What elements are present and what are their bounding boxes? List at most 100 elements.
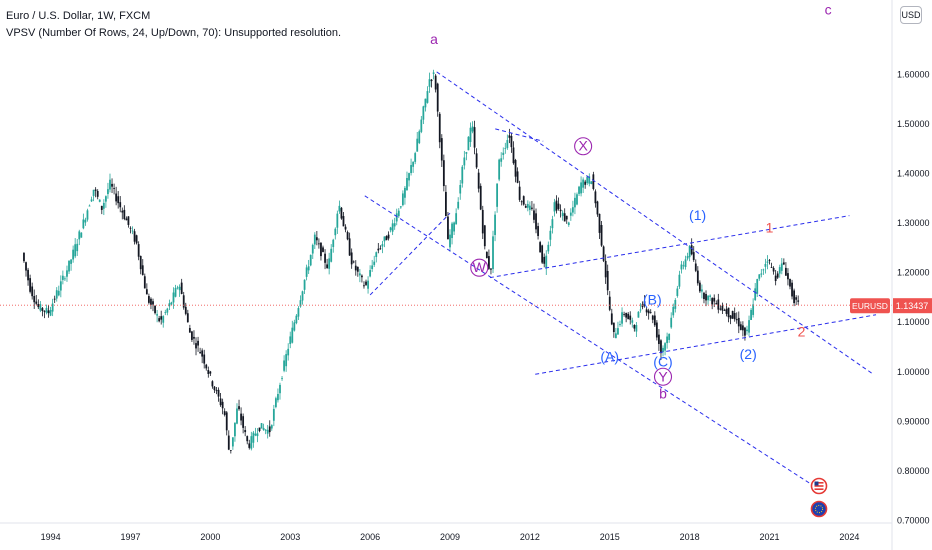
candle-body <box>690 245 693 255</box>
time-axis[interactable]: 1994 1997 2000 2003 2006 2009 2012 2015 2018 2021… <box>0 522 892 542</box>
candle-body <box>463 157 466 166</box>
candle-body <box>770 267 773 268</box>
candle-body <box>778 267 781 274</box>
trendline[interactable] <box>489 215 850 279</box>
candle-body <box>617 328 619 335</box>
wave-label[interactable]: 1 <box>766 220 774 236</box>
wave-label[interactable]: (C) <box>653 353 672 369</box>
candle-body <box>498 159 501 180</box>
candle-body <box>444 191 447 217</box>
candle-body <box>420 119 423 132</box>
candle-body <box>53 298 56 300</box>
candle-body <box>594 191 597 204</box>
candle-body <box>465 152 468 154</box>
candle-body <box>225 412 228 431</box>
price-axis[interactable]: 1.60000 1.50000 1.40000 1.30000 1.20000 1.100… <box>891 0 930 550</box>
symbol-title[interactable]: Euro / U.S. Dollar, 1W, FXCM <box>6 10 151 22</box>
candle-body <box>94 189 97 191</box>
trendline[interactable] <box>364 195 813 486</box>
wave-label[interactable]: X <box>578 138 588 154</box>
eu-flag-icon[interactable] <box>810 500 828 518</box>
candle-body <box>410 165 412 174</box>
currency-button[interactable]: USD <box>900 6 922 24</box>
candle-body <box>262 427 265 431</box>
candle-body <box>614 333 617 339</box>
candle-body <box>61 275 64 280</box>
wave-label[interactable]: b <box>659 386 667 402</box>
candle-body <box>311 244 314 254</box>
candle-body <box>731 310 734 319</box>
candle-body <box>383 236 386 242</box>
y-tick-label: 1.10000 <box>897 317 930 327</box>
candle-body <box>528 205 531 210</box>
trendline-group[interactable] <box>364 71 877 486</box>
candle-body <box>752 304 755 315</box>
candle-body <box>633 325 636 329</box>
candle-body <box>733 312 736 320</box>
candle-body <box>619 324 621 325</box>
wave-label[interactable]: Y <box>658 368 668 384</box>
trendline[interactable] <box>436 71 874 375</box>
candle-body <box>416 138 419 152</box>
trendline[interactable] <box>535 314 877 375</box>
candle-body <box>98 199 101 202</box>
candle-body <box>303 279 306 290</box>
wave-label[interactable]: W <box>473 259 487 275</box>
candle-body <box>199 352 202 354</box>
candle-body <box>365 281 367 285</box>
candle-body <box>533 210 535 220</box>
candle-body <box>174 287 177 297</box>
candle-body <box>80 232 83 238</box>
candle-body <box>215 390 218 392</box>
candle-body <box>344 226 347 230</box>
wave-label[interactable]: c <box>825 1 832 17</box>
candle-body <box>744 327 746 336</box>
wave-label[interactable]: (1) <box>689 207 706 223</box>
wave-label[interactable]: 2 <box>798 324 806 340</box>
candle-body <box>242 416 245 428</box>
candle-body <box>88 205 91 207</box>
candle-body <box>258 427 261 432</box>
candle-body <box>475 153 478 168</box>
candle-body <box>338 205 341 212</box>
candle-body <box>457 201 460 209</box>
candle-body <box>274 398 277 408</box>
wave-label[interactable]: (B) <box>643 291 662 307</box>
candle-body <box>320 242 322 257</box>
x-tick-label: 2021 <box>760 532 780 542</box>
candle-body <box>381 244 384 247</box>
wave-label[interactable]: a <box>430 31 438 47</box>
candle-body <box>539 242 542 253</box>
wave-label[interactable]: (2) <box>740 346 757 362</box>
candle-body <box>180 282 183 294</box>
candle-body <box>102 202 105 209</box>
candle-body <box>219 398 222 406</box>
us-flag-icon[interactable] <box>810 477 828 495</box>
elliott-wave-labels[interactable]: a c X W Yb (1) (2) (A) (B) (C) 1 2 <box>430 1 831 401</box>
x-tick-label: 2006 <box>360 532 380 542</box>
candle-body <box>201 350 204 357</box>
candle-body <box>750 309 752 321</box>
candle-body <box>78 231 81 240</box>
event-flags[interactable] <box>810 477 828 518</box>
candle-body <box>440 138 443 161</box>
candle-body <box>66 270 68 277</box>
candle-body <box>367 280 369 289</box>
wave-label[interactable]: (A) <box>600 348 619 364</box>
trendline[interactable] <box>369 212 451 296</box>
candle-body <box>231 437 234 447</box>
candle-body <box>162 316 165 323</box>
candle-body <box>326 264 329 268</box>
candle-body <box>29 278 32 292</box>
indicator-status[interactable]: VPSV (Number Of Rows, 24, Up/Down, 70): … <box>6 27 342 39</box>
candle-body <box>84 219 87 223</box>
candle-body <box>182 295 185 308</box>
y-tick-label: 0.90000 <box>897 416 930 426</box>
trendline[interactable] <box>495 128 544 142</box>
candle-body <box>789 278 791 287</box>
candle-body <box>762 269 765 271</box>
candle-body <box>340 207 343 219</box>
candle-body <box>170 302 173 305</box>
candle-body <box>244 430 247 433</box>
